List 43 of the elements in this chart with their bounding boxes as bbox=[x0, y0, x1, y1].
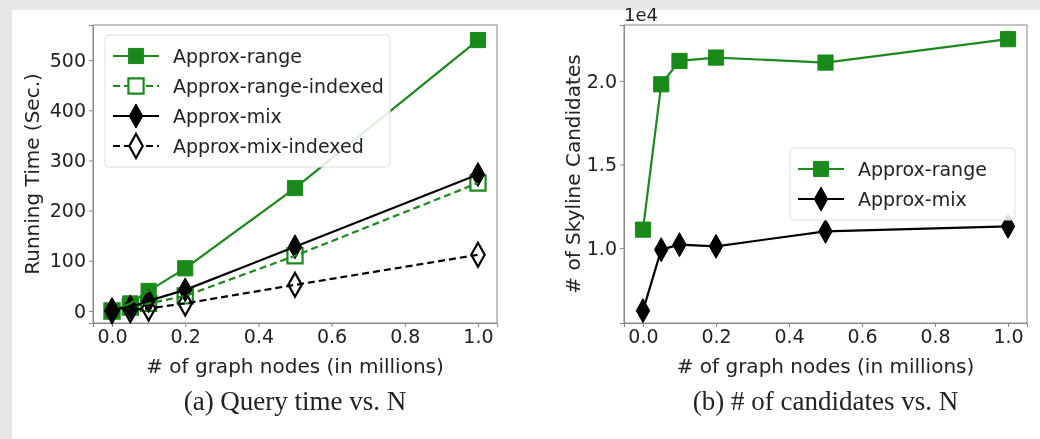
x-tick-label: 0.8 bbox=[920, 325, 951, 348]
x-tick-label: 0.0 bbox=[97, 325, 128, 348]
point bbox=[817, 54, 834, 71]
point bbox=[469, 174, 487, 192]
x-tick-label: 1.0 bbox=[463, 325, 494, 348]
y-tick-label: 0 bbox=[73, 299, 86, 322]
y-tick-label: 300 bbox=[49, 149, 86, 172]
text: (a) Query time vs. N bbox=[183, 386, 407, 416]
y-tick-label: 500 bbox=[49, 48, 86, 71]
point bbox=[139, 294, 158, 313]
x-axis-title: # of graph nodes (in millions) bbox=[676, 354, 975, 378]
y-tick-label: 2.0 bbox=[586, 69, 617, 92]
legend-label: Approx-range bbox=[858, 158, 987, 180]
legend-label: Approx-mix bbox=[858, 188, 967, 210]
x-tick-label: 0.4 bbox=[774, 325, 805, 348]
point bbox=[707, 49, 725, 66]
x-tick-label: 0.4 bbox=[243, 325, 275, 348]
point bbox=[999, 31, 1017, 48]
point bbox=[634, 221, 652, 238]
x-axis-title: # of graph nodes (in millions) bbox=[146, 354, 444, 378]
legend-label: Approx-mix bbox=[173, 105, 282, 127]
legend-label: Approx-range-indexed bbox=[173, 75, 384, 97]
y-axis-title: # of Skyline Candidates bbox=[561, 54, 585, 294]
x-tick-label: 0.0 bbox=[628, 325, 659, 348]
y-tick-label: 1.0 bbox=[586, 236, 617, 259]
x-tick-label: 0.2 bbox=[701, 325, 732, 348]
x-tick-label: 0.2 bbox=[170, 325, 201, 348]
text: 1e4 bbox=[624, 4, 658, 25]
point bbox=[176, 287, 194, 305]
point bbox=[286, 247, 304, 265]
legend-label: Approx-range bbox=[173, 45, 302, 67]
y-tick-label: 400 bbox=[49, 98, 86, 121]
y-axis-title: Running Time (Sec.) bbox=[20, 73, 44, 275]
x-tick-label: 0.6 bbox=[847, 325, 878, 348]
x-tick-label: 1.0 bbox=[993, 325, 1024, 348]
y-tick-label: 200 bbox=[49, 199, 86, 222]
text: (b) # of candidates vs. N bbox=[692, 386, 959, 416]
x-tick-label: 0.6 bbox=[316, 325, 348, 348]
point bbox=[121, 298, 140, 316]
x-tick-label: 0.8 bbox=[390, 325, 421, 348]
y-tick-label: 100 bbox=[49, 249, 86, 272]
y-tick-label: 1.5 bbox=[586, 153, 617, 176]
legend-label: Approx-mix-indexed bbox=[173, 135, 364, 157]
